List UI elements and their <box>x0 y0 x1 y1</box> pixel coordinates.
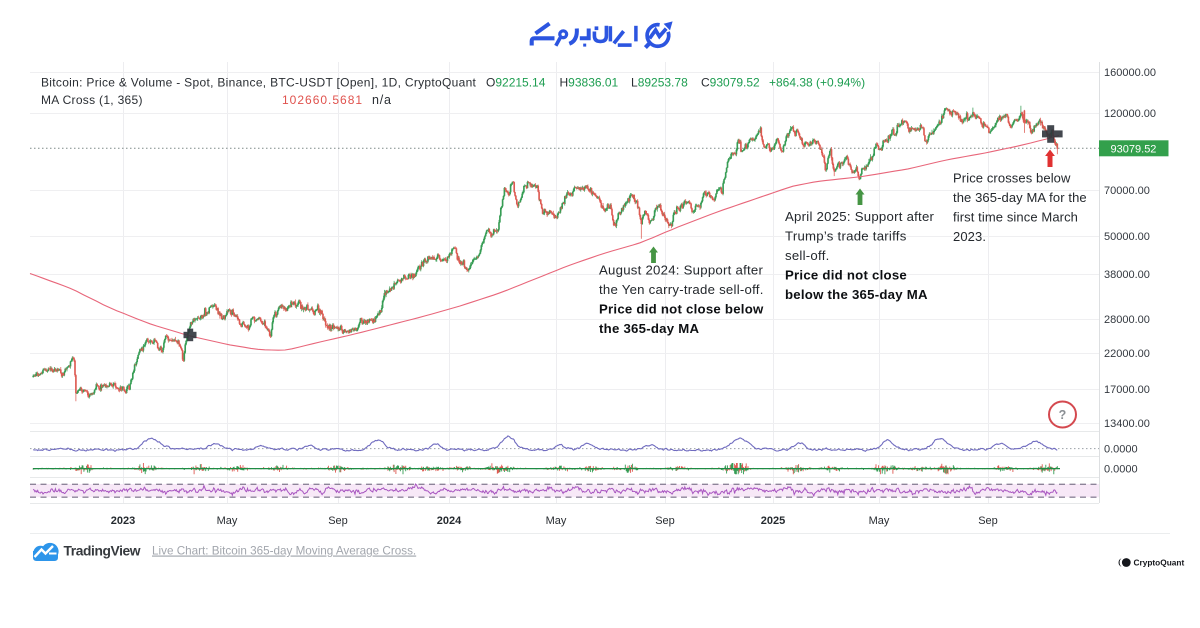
svg-text:C93079.52: C93079.52 <box>701 76 760 90</box>
svg-text:Price crosses below: Price crosses below <box>953 171 1071 186</box>
svg-text:2023.: 2023. <box>953 229 986 244</box>
svg-text:93079.52: 93079.52 <box>1111 143 1157 155</box>
svg-text:0.0000: 0.0000 <box>1104 463 1138 475</box>
svg-text:70000.00: 70000.00 <box>1104 185 1150 197</box>
svg-text:H93836.01: H93836.01 <box>560 76 619 90</box>
svg-text:102660.5681: 102660.5681 <box>282 93 363 107</box>
svg-text:Live Chart: Bitcoin 365-day Mo: Live Chart: Bitcoin 365-day Moving Avera… <box>152 545 416 558</box>
svg-text:May: May <box>869 515 890 527</box>
svg-text:the 365-day MA: the 365-day MA <box>599 321 699 336</box>
svg-text:L89253.78: L89253.78 <box>631 76 688 90</box>
svg-text:Sep: Sep <box>978 515 998 527</box>
svg-text:May: May <box>217 515 238 527</box>
svg-text:?: ? <box>1059 408 1067 422</box>
svg-text:Price did not close below: Price did not close below <box>599 302 764 317</box>
svg-text:13400.00: 13400.00 <box>1104 418 1150 430</box>
svg-text:TradingView: TradingView <box>64 544 141 559</box>
svg-text:CryptoQuant: CryptoQuant <box>1134 558 1185 568</box>
svg-text:sell-off.: sell-off. <box>785 248 830 263</box>
svg-text:38000.00: 38000.00 <box>1104 269 1150 281</box>
svg-text:Price did not close: Price did not close <box>785 268 907 283</box>
svg-text:O92215.14: O92215.14 <box>486 76 546 90</box>
svg-text:Sep: Sep <box>328 515 348 527</box>
svg-text:2023: 2023 <box>111 515 135 527</box>
svg-text:MA Cross (1, 365): MA Cross (1, 365) <box>41 93 143 107</box>
svg-text:2025: 2025 <box>761 515 785 527</box>
svg-text:n/a: n/a <box>372 93 392 107</box>
svg-text:28000.00: 28000.00 <box>1104 314 1150 326</box>
svg-text:+864.38 (+0.94%): +864.38 (+0.94%) <box>769 76 865 90</box>
svg-text:Sep: Sep <box>655 515 675 527</box>
svg-text:120000.00: 120000.00 <box>1104 108 1156 120</box>
svg-text:160000.00: 160000.00 <box>1104 67 1156 79</box>
svg-text:first time since March: first time since March <box>953 210 1078 225</box>
svg-text:17000.00: 17000.00 <box>1104 384 1150 396</box>
svg-text:2024: 2024 <box>437 515 462 527</box>
svg-text:the 365-day MA for the: the 365-day MA for the <box>953 190 1087 205</box>
svg-text:50000.00: 50000.00 <box>1104 231 1150 243</box>
svg-text:May: May <box>546 515 567 527</box>
svg-text:Trump’s trade tariffs: Trump’s trade tariffs <box>785 229 907 244</box>
svg-text:April 2025: Support after: April 2025: Support after <box>785 209 935 224</box>
svg-text:0.0000: 0.0000 <box>1104 443 1138 455</box>
svg-text:Bitcoin: Price & Volume - Spot: Bitcoin: Price & Volume - Spot, Binance,… <box>41 76 477 90</box>
svg-text:August 2024: Support after: August 2024: Support after <box>599 263 763 278</box>
svg-text:22000.00: 22000.00 <box>1104 348 1150 360</box>
svg-text:the Yen carry-trade sell-off.: the Yen carry-trade sell-off. <box>599 282 764 297</box>
svg-text:below the 365-day MA: below the 365-day MA <box>785 287 928 302</box>
